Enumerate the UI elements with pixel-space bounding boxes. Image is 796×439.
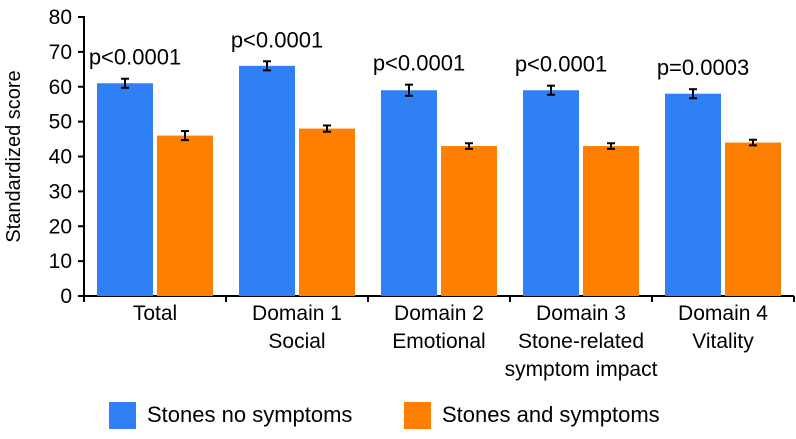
chart-legend: Stones no symptoms Stones and symptoms — [0, 396, 796, 436]
y-tick-label: 60 — [49, 76, 72, 99]
y-tick-label: 30 — [49, 180, 72, 203]
bar-with-symptoms-1 — [299, 128, 355, 296]
x-category-label: Domain 4 Vitality — [678, 302, 768, 353]
bar-no-symptoms-3 — [523, 90, 579, 296]
x-category-label-line: Domain 4 — [678, 302, 768, 325]
p-value-annotation: p<0.0001 — [373, 51, 465, 76]
legend-label-stones-and-symptoms: Stones and symptoms — [442, 402, 660, 427]
legend-swatch-orange — [404, 401, 431, 429]
x-category-label-line: Stone-related — [518, 330, 644, 353]
x-category-label-line: Domain 2 — [394, 302, 484, 325]
p-value-annotation: p<0.0001 — [89, 45, 181, 70]
bar-with-symptoms-4 — [725, 142, 781, 296]
p-value-annotation: p<0.0001 — [231, 27, 323, 52]
y-tick-label: 0 — [60, 285, 72, 308]
bar-with-symptoms-3 — [583, 146, 639, 296]
x-category-label-line: Emotional — [392, 330, 485, 353]
legend-item-stones-and-symptoms: Stones and symptoms — [404, 400, 660, 430]
p-value-annotation: p=0.0003 — [657, 55, 749, 80]
y-tick-label: 40 — [49, 146, 72, 169]
y-axis-label: Standardized score — [3, 70, 25, 242]
x-category-label: Domain 1 Social — [252, 302, 342, 353]
x-category-label: Domain 2 Emotional — [392, 302, 485, 353]
x-category-label-line: Domain 3 — [536, 302, 626, 325]
x-category-label-line: Total — [133, 302, 177, 325]
bar-with-symptoms-2 — [441, 146, 497, 296]
y-tick-label: 70 — [49, 41, 72, 64]
y-tick-label: 80 — [49, 6, 72, 29]
bar-no-symptoms-0 — [97, 83, 153, 296]
x-category-label: Domain 3 Stone-related symptom impact — [505, 302, 658, 381]
y-tick-label: 10 — [49, 250, 72, 273]
bar-no-symptoms-2 — [381, 90, 437, 296]
y-tick-label: 50 — [49, 111, 72, 134]
legend-item-stones-no-symptoms: Stones no symptoms — [109, 400, 352, 430]
p-value-annotation: p<0.0001 — [515, 52, 607, 77]
x-category-label-line: Social — [268, 330, 325, 353]
x-category-label-line: symptom impact — [505, 358, 658, 381]
x-category-label-line: Vitality — [692, 330, 754, 353]
y-tick-label: 20 — [49, 215, 72, 238]
bar-chart: Standardized score 0 10 20 30 40 50 60 70 80 Total… — [3, 6, 795, 381]
x-category-label: Total — [133, 302, 177, 325]
legend-label-stones-no-symptoms: Stones no symptoms — [147, 402, 353, 427]
x-category-label-line: Domain 1 — [252, 302, 342, 325]
legend-swatch-blue — [109, 401, 136, 429]
bar-with-symptoms-0 — [157, 135, 213, 296]
bar-no-symptoms-4 — [665, 93, 721, 296]
bar-no-symptoms-1 — [239, 65, 295, 296]
